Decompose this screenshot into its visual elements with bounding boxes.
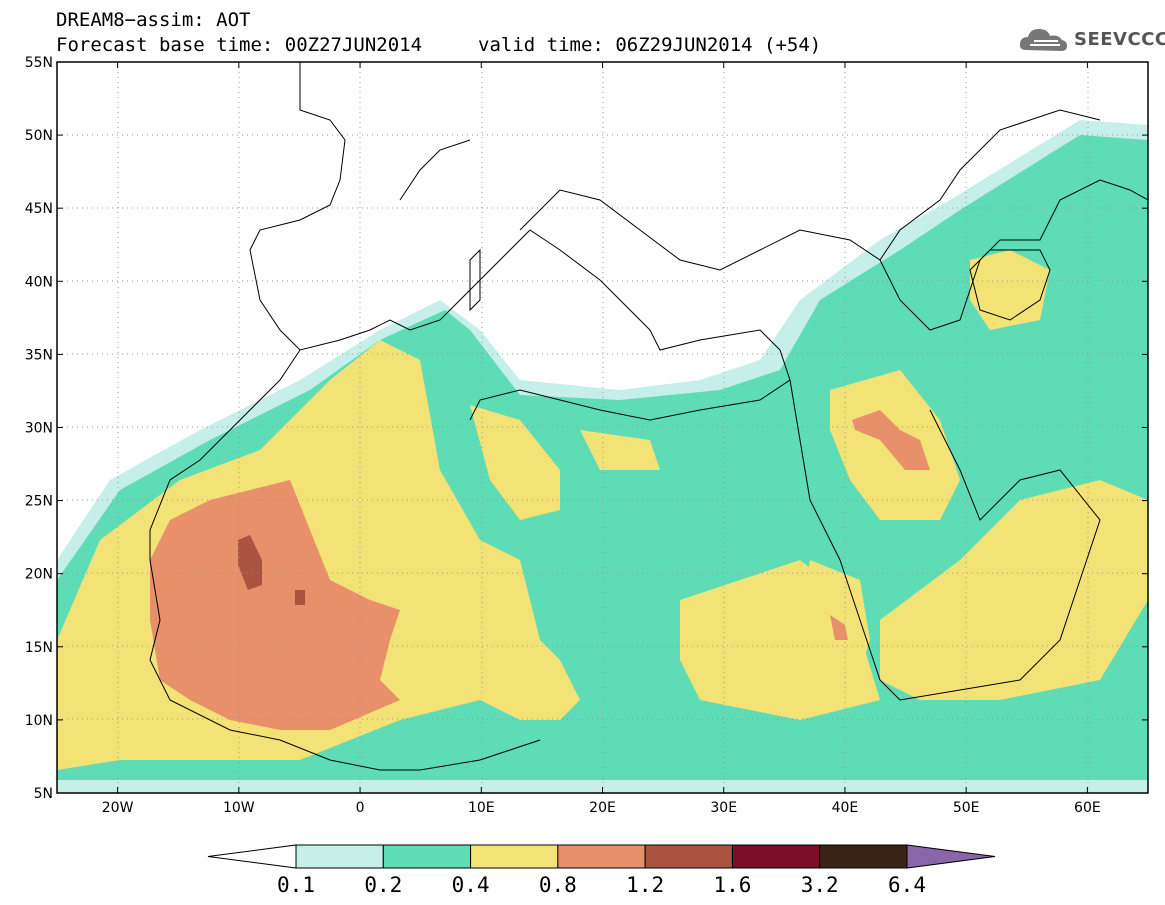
colorbar-label: 0.4 — [452, 873, 490, 897]
lon-tick-label: 60E — [1074, 800, 1101, 816]
colorbar-segment — [382, 844, 472, 869]
colorbar-label: 0.1 — [277, 873, 315, 897]
lat-tick-label: 45N — [25, 201, 53, 217]
lon-tick-label: 20E — [589, 800, 616, 816]
coastlines — [149, 62, 1148, 771]
logo-text: SEEVCCC — [1074, 29, 1165, 50]
valid-time: valid time: 06Z29JUN2014 (+54) — [478, 34, 822, 56]
lon-tick-label: 10E — [468, 800, 495, 816]
base-time: Forecast base time: 00Z27JUN2014 — [56, 34, 423, 56]
colorbar: 0.1 0.2 0.4 0.8 1.2 1.6 3.2 6.4 — [207, 844, 996, 897]
lat-tick-label: 10N — [25, 713, 53, 729]
map-title: DREAM8−assim: AOT — [56, 9, 251, 31]
colorbar-label: 0.8 — [539, 873, 577, 897]
lon-tick-label: 50E — [953, 800, 980, 816]
graticule — [57, 62, 1148, 793]
lon-tick-label: 40E — [832, 800, 859, 816]
time-info: Forecast base time: 00Z27JUN2014 valid ti… — [56, 35, 821, 55]
lat-tick-label: 35N — [25, 347, 53, 363]
colorbar-label: 6.4 — [888, 873, 926, 897]
colorbar-segment — [731, 844, 821, 869]
cloud-icon — [1019, 29, 1067, 51]
colorbar-label: 3.2 — [801, 873, 839, 897]
latitude-axis: 55N 50N 45N 40N 35N 30N 25N 20N 15N 10N 5N — [25, 55, 1148, 802]
colorbar-segment — [644, 844, 733, 869]
lon-tick-label: 0 — [356, 800, 365, 816]
lon-tick-label: 30E — [710, 800, 737, 816]
colorbar-high-arrow — [906, 844, 996, 869]
colorbar-segment — [819, 844, 908, 869]
lon-tick-label: 20W — [102, 800, 134, 816]
lat-tick-label: 25N — [25, 494, 53, 510]
lat-tick-label: 40N — [25, 274, 53, 290]
lat-tick-label: 20N — [25, 567, 53, 583]
lat-tick-label: 50N — [25, 128, 53, 144]
colorbar-segment — [557, 844, 646, 869]
seevccc-logo: SEEVCCC — [1018, 24, 1165, 56]
colorbar-segment — [470, 844, 559, 869]
lon-tick-label: 10W — [223, 800, 255, 816]
colorbar-label: 1.2 — [626, 873, 664, 897]
colorbar-label: 1.6 — [713, 873, 751, 897]
lat-tick-label: 5N — [34, 786, 53, 802]
colorbar-low-arrow — [207, 844, 297, 869]
longitude-axis: 20W 10W 0 10E 20E 30E 40E 50E 60E — [102, 62, 1101, 816]
lat-tick-label: 15N — [25, 640, 53, 656]
colorbar-label: 0.2 — [364, 873, 402, 897]
lat-tick-label: 30N — [25, 421, 53, 437]
colorbar-segment — [295, 844, 384, 869]
lat-tick-label: 55N — [25, 55, 53, 71]
